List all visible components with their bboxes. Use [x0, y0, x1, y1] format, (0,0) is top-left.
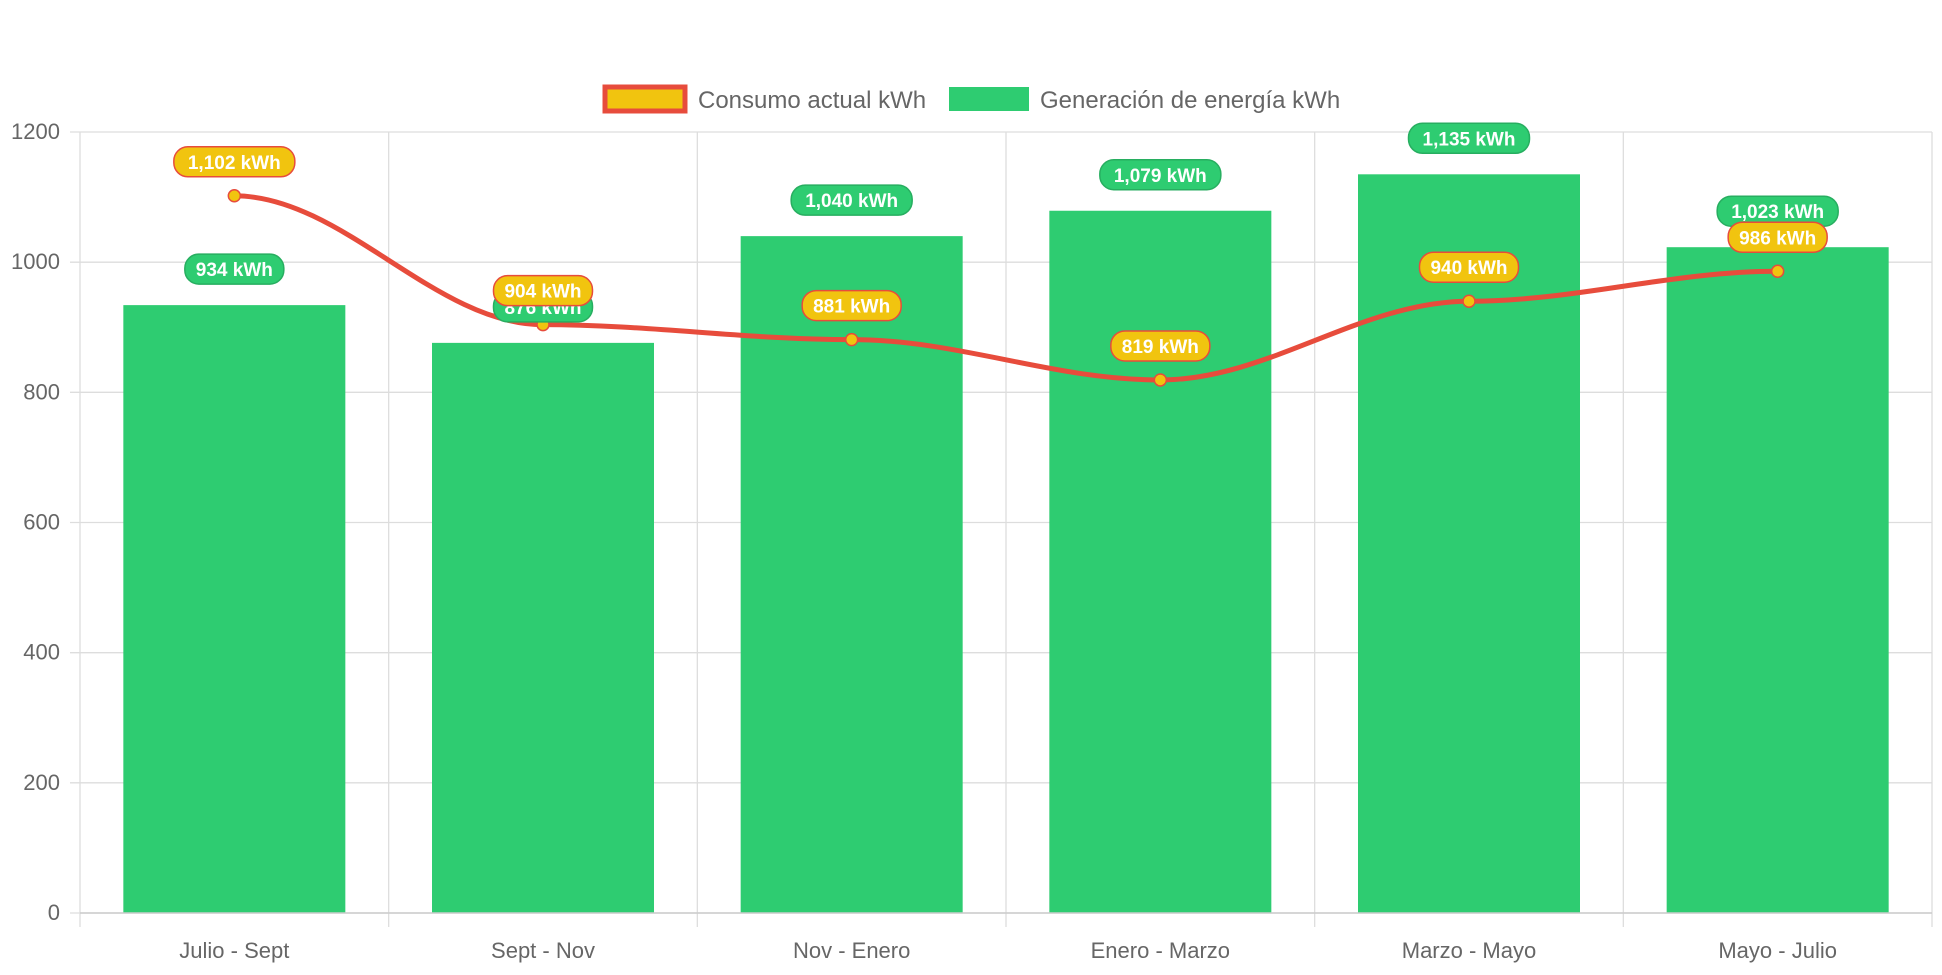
data-label: 1,023 kWh	[1716, 195, 1839, 227]
data-label: 940 kWh	[1418, 251, 1520, 283]
data-label-text: 986 kWh	[1739, 228, 1816, 249]
y-tick-label: 1200	[11, 119, 60, 144]
data-label: 904 kWh	[492, 274, 594, 307]
bar[interactable]	[740, 236, 963, 914]
data-label-background	[173, 146, 296, 178]
data-label-text: 881 kWh	[813, 297, 890, 318]
bar[interactable]	[432, 342, 654, 913]
line-point[interactable]	[227, 189, 242, 203]
legend-item-consumo[interactable]: Consumo actual kWh	[602, 84, 926, 114]
x-tick-label: Mayo - Julio	[1718, 938, 1837, 963]
data-label-background	[1099, 159, 1222, 191]
x-tick-label: Julio - Sept	[179, 938, 289, 963]
data-label: 1,040 kWh	[790, 184, 913, 216]
x-tick-label: Enero - Marzo	[1091, 938, 1230, 963]
data-label: 1,079 kWh	[1099, 159, 1222, 191]
data-label-text: 934 kWh	[196, 260, 273, 281]
grid-layer	[70, 131, 1933, 927]
data-label-background	[1727, 221, 1828, 254]
data-label-background	[1418, 251, 1520, 283]
data-label: 1,135 kWh	[1407, 122, 1531, 155]
x-tick-label: Marzo - Mayo	[1402, 938, 1536, 963]
legend-label: Generación de energía kWh	[1040, 87, 1340, 114]
data-label-background	[790, 184, 913, 216]
data-label-background	[492, 274, 594, 307]
bars-layer	[123, 174, 1889, 914]
x-tick-label: Sept - Nov	[491, 938, 595, 963]
bar[interactable]	[123, 305, 346, 913]
data-label-background	[1407, 122, 1531, 155]
y-tick-label: 600	[23, 510, 60, 535]
data-label-text: 940 kWh	[1430, 258, 1507, 279]
data-label-text: 819 kWh	[1122, 337, 1199, 358]
bar[interactable]	[1666, 247, 1889, 913]
data-label-text: 904 kWh	[504, 282, 581, 303]
data-label: 986 kWh	[1727, 221, 1828, 254]
line-layer	[227, 189, 1785, 387]
consumption-line[interactable]	[234, 193, 1778, 383]
line-point[interactable]	[1462, 294, 1476, 308]
y-tick-label: 1000	[11, 249, 60, 274]
data-label: 881 kWh	[801, 289, 902, 322]
data-label-text: 1,023 kWh	[1731, 202, 1824, 223]
line-point[interactable]	[1153, 373, 1168, 387]
y-tick-label: 0	[48, 900, 60, 925]
bar[interactable]	[1358, 174, 1580, 913]
legend-swatch	[949, 87, 1029, 111]
legend-label: Consumo actual kWh	[698, 87, 926, 114]
data-label-text: 1,135 kWh	[1423, 129, 1516, 150]
data-label-background	[184, 253, 285, 285]
bar[interactable]	[1049, 210, 1272, 913]
data-label-text: 1,079 kWh	[1114, 166, 1207, 187]
axis-layer: 0 200 400 600 800 1000 1200 Julio - Sept Sept - …	[11, 119, 1932, 963]
y-tick-label: 400	[23, 640, 60, 665]
line-point[interactable]	[1770, 264, 1785, 279]
data-label: 934 kWh	[184, 253, 285, 285]
data-label: 819 kWh	[1110, 330, 1211, 362]
data-label-text: 1,040 kWh	[805, 191, 898, 212]
data-label-background	[801, 289, 902, 322]
line-point[interactable]	[844, 332, 859, 347]
data-label-background	[1110, 330, 1211, 362]
x-tick-label: Nov - Enero	[793, 938, 910, 963]
legend[interactable]: Consumo actual kWh Generación de energía …	[602, 84, 1340, 114]
legend-item-generacion[interactable]: Generación de energía kWh	[949, 87, 1340, 114]
legend-swatch	[602, 84, 688, 114]
data-label: 1,102 kWh	[173, 146, 296, 178]
y-tick-label: 200	[23, 770, 60, 795]
data-label-text: 1,102 kWh	[188, 153, 281, 174]
y-tick-label: 800	[23, 379, 60, 404]
